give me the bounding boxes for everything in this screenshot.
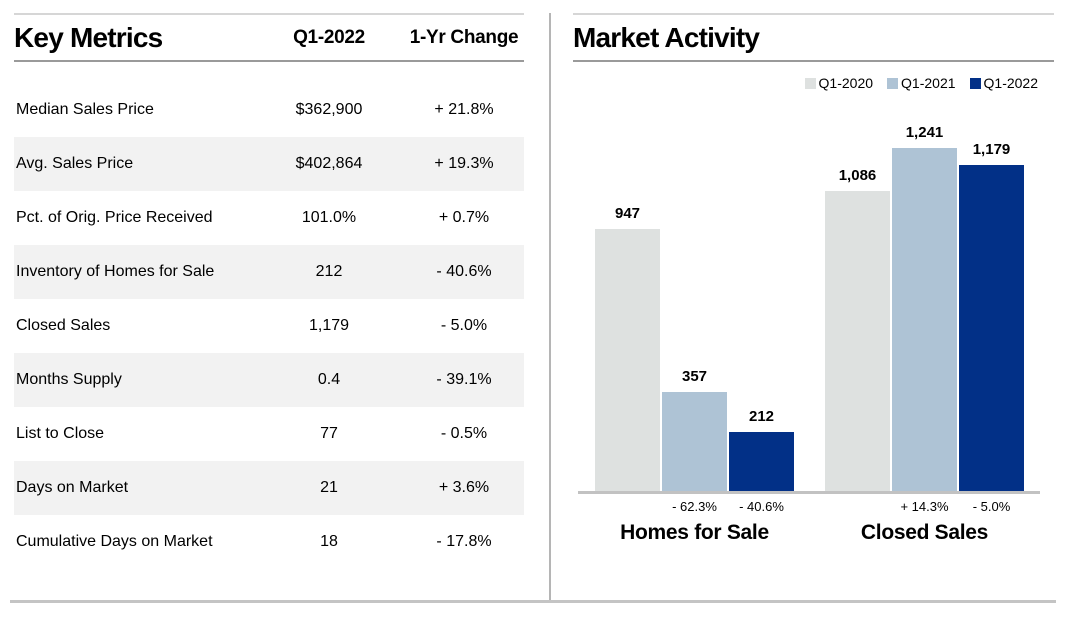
panel-divider: [549, 13, 551, 603]
legend-label: Q1-2020: [818, 75, 874, 91]
table-row: Inventory of Homes for Sale 212 - 40.6%: [14, 245, 524, 299]
metric-value: 21: [320, 479, 338, 496]
column-header-1yr-change: 1-Yr Change: [409, 26, 519, 48]
metric-change: - 40.6%: [436, 263, 492, 280]
market-activity-header: Market Activity: [573, 15, 1054, 60]
table-row: Avg. Sales Price $402,864 + 19.3%: [14, 137, 524, 191]
table-row: Pct. of Orig. Price Received 101.0% + 0.7%: [14, 191, 524, 245]
bar-value-label: 357: [681, 368, 708, 385]
bar-value-label: 1,086: [838, 167, 877, 184]
metric-change: - 17.8%: [436, 533, 492, 550]
metric-value: 0.4: [317, 371, 341, 388]
metric-change: + 3.6%: [438, 479, 490, 496]
table-row: Cumulative Days on Market 18 - 17.8%: [14, 515, 524, 569]
bar-q1-2022-closed-sales: [959, 165, 1024, 491]
metric-change: + 19.3%: [434, 155, 494, 172]
legend-swatch-icon: [804, 77, 816, 89]
metric-change: + 21.8%: [434, 101, 494, 118]
metric-label: Inventory of Homes for Sale: [16, 263, 215, 280]
legend-swatch-icon: [887, 77, 899, 89]
chart-category-label: Closed Sales: [860, 521, 989, 544]
key-metrics-table: Median Sales Price $362,900 + 21.8% Avg. Sa…: [14, 83, 524, 569]
key-metrics-header: Key Metrics Q1-2022 1-Yr Change: [14, 15, 524, 60]
bar-q1-2020-homes-for-sale: [595, 229, 660, 491]
bar-q1-2022-homes-for-sale: [729, 432, 794, 491]
metric-label: Cumulative Days on Market: [16, 533, 213, 550]
metric-label: Avg. Sales Price: [16, 155, 134, 172]
metric-change: - 0.5%: [440, 425, 488, 442]
bar-value-label: 1,179: [972, 141, 1011, 158]
header-divider-right: [573, 60, 1054, 62]
legend-label: Q1-2021: [901, 75, 956, 91]
chart-x-axis: [578, 491, 1040, 494]
metric-value: $402,864: [295, 155, 363, 172]
legend-item-q1-2020: Q1-2020: [804, 75, 874, 91]
metric-value: $362,900: [295, 101, 363, 118]
metric-change: - 39.1%: [436, 371, 492, 388]
chart-category-label: Homes for Sale: [620, 521, 769, 544]
metric-label: Pct. of Orig. Price Received: [16, 209, 213, 226]
table-row: Days on Market 21 + 3.6%: [14, 461, 524, 515]
bar-change-label: - 62.3%: [672, 499, 717, 514]
metric-label: Closed Sales: [16, 317, 111, 334]
bar-value-label: 212: [748, 408, 775, 425]
metric-value: 101.0%: [301, 209, 357, 226]
chart-legend: Q1-2020 Q1-2021 Q1-2022: [804, 75, 1038, 91]
market-activity-chart: 947 357 - 62.3% 212 - 40.6% Homes for Sale 1,0…: [573, 13, 1054, 613]
key-metrics-panel: Key Metrics Q1-2022 1-Yr Change Median S…: [14, 13, 524, 569]
metric-label: Median Sales Price: [16, 101, 154, 118]
legend-label: Q1-2022: [983, 75, 1038, 91]
column-header-q1-2022: Q1-2022: [293, 26, 365, 48]
table-row: Median Sales Price $362,900 + 21.8%: [14, 83, 524, 137]
table-row: Closed Sales 1,179 - 5.0%: [14, 299, 524, 353]
bar-change-label: - 40.6%: [739, 499, 784, 514]
key-metrics-title: Key Metrics: [14, 21, 163, 53]
bar-change-label: + 14.3%: [900, 499, 949, 514]
legend-item-q1-2021: Q1-2021: [887, 75, 956, 91]
bar-q1-2020-closed-sales: [825, 191, 890, 491]
table-row: List to Close 77 - 0.5%: [14, 407, 524, 461]
top-divider-right: [573, 13, 1054, 15]
market-activity-title: Market Activity: [573, 21, 760, 53]
market-activity-panel: Market Activity Q1-2020 Q1-2021 Q1-2022 94…: [573, 13, 1054, 544]
bottom-divider: [10, 600, 1056, 603]
metric-value: 77: [320, 425, 338, 442]
metric-change: + 0.7%: [438, 209, 490, 226]
header-divider-left: [14, 60, 524, 62]
metric-change: - 5.0%: [440, 317, 488, 334]
table-row: Months Supply 0.4 - 39.1%: [14, 353, 524, 407]
bar-value-label: 1,241: [905, 124, 944, 141]
metric-label: Days on Market: [16, 479, 129, 496]
legend-swatch-icon: [969, 77, 981, 89]
metric-value: 212: [315, 263, 343, 280]
legend-item-q1-2022: Q1-2022: [969, 75, 1038, 91]
metric-label: Months Supply: [16, 371, 122, 388]
bar-q1-2021-homes-for-sale: [662, 392, 727, 491]
metric-value: 1,179: [308, 317, 350, 334]
top-divider-left: [14, 13, 524, 15]
bar-q1-2021-closed-sales: [892, 148, 957, 491]
bar-value-label: 947: [614, 205, 641, 222]
metric-value: 18: [320, 533, 338, 550]
bar-change-label: - 5.0%: [972, 499, 1011, 514]
metric-label: List to Close: [16, 425, 105, 442]
